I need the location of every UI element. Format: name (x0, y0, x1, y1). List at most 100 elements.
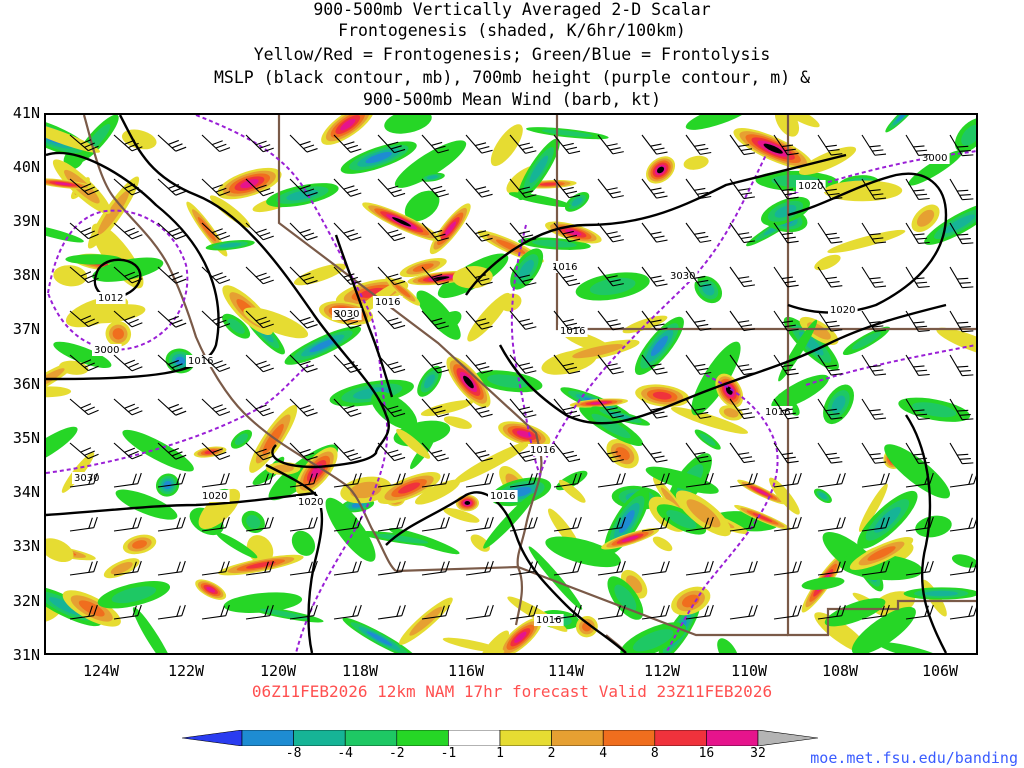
wind-barb (289, 134, 318, 153)
wind-barb (157, 442, 187, 460)
wind-barb (949, 178, 974, 201)
wind-barb (597, 266, 624, 287)
wind-barb (861, 516, 890, 532)
frontolysis-patch (877, 642, 945, 653)
wind-barb (685, 472, 714, 488)
colorado-river (516, 450, 543, 568)
wind-barb (509, 178, 537, 198)
colorbar-segment (499, 730, 552, 746)
wind-barb (421, 472, 450, 488)
wind-barb (773, 398, 799, 420)
colorbar-arrow-right (757, 730, 818, 746)
wind-barb (377, 560, 406, 576)
frontolysis-patch (691, 341, 741, 416)
wind-barb (113, 222, 143, 240)
wind-barb (553, 134, 581, 155)
frontogenesis-patch (395, 284, 411, 298)
frontolysis-patch (545, 536, 621, 568)
wind-barb (509, 604, 538, 620)
wind-barb (949, 516, 976, 532)
wind-barb (465, 604, 494, 620)
mslp-label: 1016 (765, 407, 790, 418)
lon-label-114w: 114W (547, 662, 585, 680)
height-label: 3030 (74, 473, 99, 484)
wind-barb (817, 354, 843, 376)
wind-barb (641, 398, 668, 419)
frontolysis-patch (163, 481, 172, 490)
wind-barb (333, 354, 362, 373)
frontolysis-patch (259, 608, 309, 620)
height-label: 3030 (670, 271, 695, 282)
frontogenesis-patch (414, 479, 461, 505)
frontolysis-patch (591, 413, 631, 439)
frontogenesis-patch (444, 221, 457, 237)
frontogenesis-patch (763, 143, 783, 154)
colorbar-label: 32 (750, 746, 766, 761)
wind-barb (597, 516, 626, 532)
height-label-bg (92, 344, 122, 356)
mslp-label: 1012 (98, 293, 123, 304)
wind-barb (861, 442, 887, 464)
wind-barb (861, 604, 890, 620)
frontolysis-patch (961, 124, 976, 146)
frontolysis-patch (508, 192, 571, 208)
wind-barb (949, 266, 974, 289)
wind-barb (861, 472, 890, 488)
wind-barb (377, 516, 406, 532)
wind-barb (905, 222, 930, 245)
wind-barb (333, 560, 362, 576)
wind-barb (773, 266, 799, 288)
lat-label-31n: 31N (12, 646, 40, 664)
wind-barb (817, 472, 846, 488)
wind-barb (905, 442, 930, 465)
frontogenesis-patch (464, 501, 471, 506)
colorbar-segment (706, 730, 759, 746)
wind-barb (773, 222, 799, 244)
frontogenesis-shading (46, 115, 976, 653)
colorbar-segment (396, 730, 449, 746)
frontogenesis-patch (514, 631, 527, 643)
lon-label-116w: 116W (447, 662, 485, 680)
frontogenesis-patch (206, 586, 216, 593)
wind-barb (157, 398, 187, 416)
wind-barb (553, 398, 581, 419)
wind-barb (421, 560, 450, 576)
ca-nv-border (277, 115, 542, 452)
frontolysis-patch (404, 190, 440, 222)
wind-barb (333, 134, 362, 153)
colorbar-segment (602, 730, 656, 746)
colorbar-label: -8 (285, 746, 302, 761)
wind-barb (201, 560, 230, 576)
wind-barb (113, 134, 143, 152)
frontolysis-patch (424, 374, 436, 389)
lat-label-41n: 41N (12, 104, 40, 122)
mslp-label-bg (828, 304, 858, 316)
wind-barb (729, 560, 758, 576)
mslp-label: 1016 (552, 262, 577, 273)
wind-barb (817, 398, 843, 420)
wind-barb (861, 178, 887, 200)
frontogenesis-patch (46, 386, 72, 398)
wind-barb (685, 310, 712, 331)
wind-barb (949, 604, 976, 620)
wind-barb (553, 222, 581, 243)
height-label: 3000 (922, 153, 947, 164)
wind-barb (333, 178, 362, 197)
mslp-contours (46, 115, 948, 653)
mslp-label-bg (528, 444, 558, 456)
frontogenesis-patch (777, 115, 820, 128)
wind-barb (157, 310, 187, 328)
wind-barb (245, 310, 274, 329)
frontogenesis-patch (867, 546, 896, 561)
lon-label-120w: 120W (259, 662, 297, 680)
wind-barb (289, 442, 318, 461)
frontogenesis-patch (46, 120, 101, 153)
wind-barb (861, 354, 887, 376)
frontolysis-patch (371, 391, 418, 430)
wind-barb (641, 354, 668, 375)
title-line-4: MSLP (black contour, mb), 700mb height (… (213, 68, 811, 87)
wind-barb (729, 178, 755, 200)
lat-label-33n: 33N (12, 537, 40, 555)
wind-barb (113, 472, 142, 488)
frontolysis-patch (291, 530, 316, 556)
